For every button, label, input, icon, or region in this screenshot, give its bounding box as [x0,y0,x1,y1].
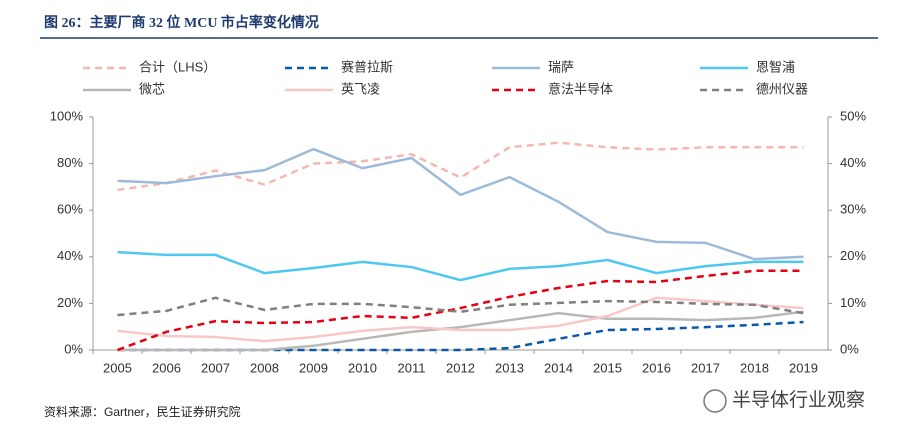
x-tick-label: 2008 [250,360,279,375]
y2-tick-label: 40% [840,155,866,170]
legend-label: 恩智浦 [756,59,795,74]
legend-label: 德州仪器 [756,81,808,96]
y2-tick-label: 10% [840,295,866,310]
y2-tick-label: 0% [840,341,859,356]
x-tick-label: 2015 [593,360,622,375]
y2-tick-label: 50% [840,108,866,123]
series-line [117,296,804,317]
y-tick-label: 0% [64,341,83,356]
y-tick-label: 80% [57,155,83,170]
y2-tick-label: 30% [840,202,866,217]
series-line [117,310,804,352]
y-tick-label: 40% [57,248,83,263]
legend-label: 瑞萨 [548,59,574,74]
x-tick-label: 2005 [103,360,132,375]
series-line [117,147,804,261]
y-tick-label: 20% [57,295,83,310]
watermark: 半导体行业观察 [732,389,865,411]
series-line [117,269,804,352]
x-tick-label: 2014 [544,360,573,375]
legend-label: 合计（LHS） [139,59,216,74]
x-tick-label: 2016 [642,360,671,375]
x-tick-label: 2009 [299,360,328,375]
x-tick-label: 2010 [348,360,377,375]
series-line [117,141,804,192]
x-tick-label: 2019 [789,360,818,375]
x-tick-label: 2007 [201,360,230,375]
x-tick-label: 2012 [446,360,475,375]
x-tick-label: 2013 [495,360,524,375]
legend-label: 赛普拉斯 [341,59,393,74]
legend-label: 意法半导体 [548,81,613,96]
y-tick-label: 100% [50,108,84,123]
x-tick-label: 2011 [398,360,426,375]
watermark-icon [703,389,727,413]
series-line [117,296,804,343]
chart-title: 图 26：主要厂商 32 位 MCU 市占率变化情况 [44,14,319,31]
y2-tick-label: 20% [840,248,866,263]
x-tick-label: 2006 [152,360,181,375]
x-tick-label: 2017 [691,360,720,375]
series-line [117,250,804,282]
source: 资料来源：Gartner，民生证券研究院 [44,404,241,419]
legend-label: 微芯 [139,81,165,96]
legend-label: 英飞凌 [341,81,380,96]
x-tick-label: 2018 [740,360,769,375]
y-tick-label: 60% [57,202,83,217]
